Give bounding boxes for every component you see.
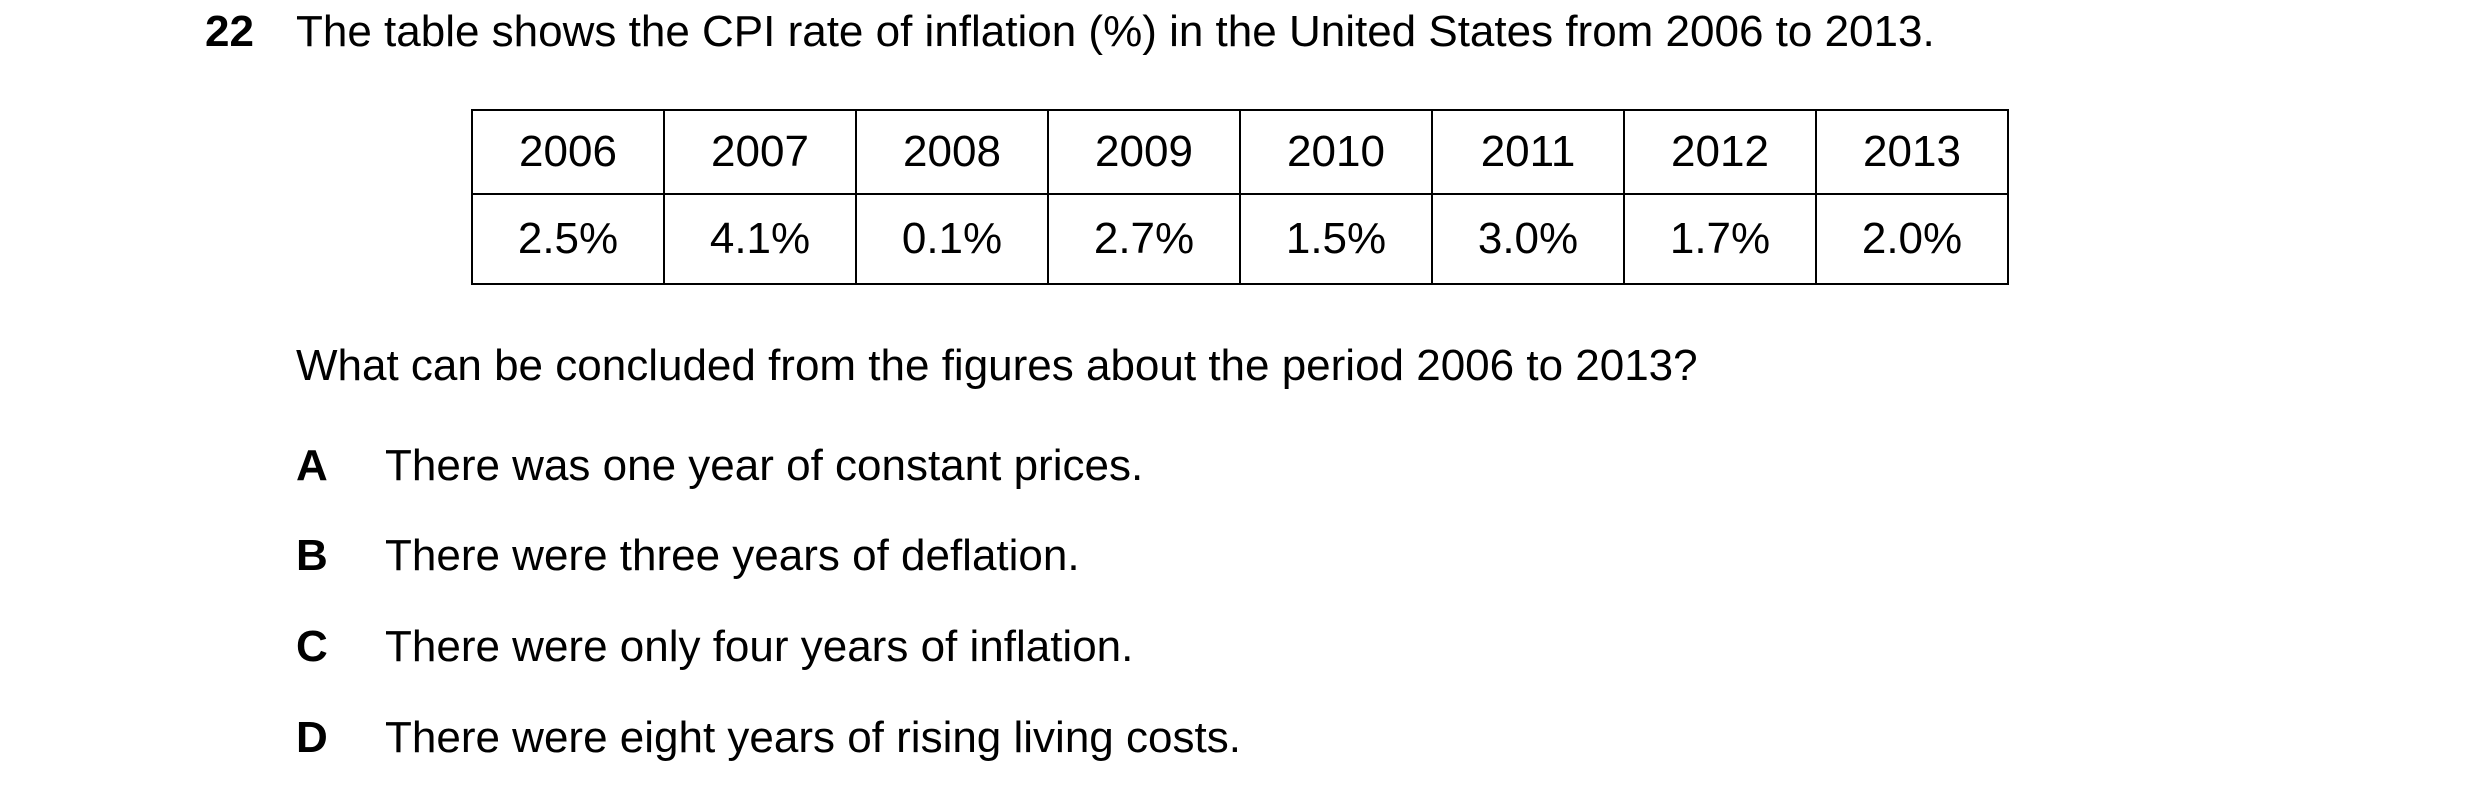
question-stem: The table shows the CPI rate of inflatio… — [296, 7, 1935, 56]
option-letter: B — [296, 531, 328, 580]
option-d[interactable]: D There were eight years of rising living… — [296, 706, 1241, 770]
option-letter: C — [296, 622, 328, 671]
year-cell: 2008 — [855, 109, 1049, 195]
option-text: There were only four years of inflation. — [385, 622, 1134, 671]
year-cell: 2013 — [1815, 109, 2009, 195]
year-cell: 2012 — [1623, 109, 1817, 195]
year-cell: 2007 — [663, 109, 857, 195]
year-cell: 2010 — [1239, 109, 1433, 195]
rate-cell: 2.5% — [471, 193, 665, 285]
rate-row: 2.5% 4.1% 0.1% 2.7% 1.5% 3.0% 1.7% 2.0% — [471, 193, 2009, 285]
cpi-table: 2006 2007 2008 2009 2010 2011 2012 2013 … — [471, 109, 2009, 285]
rate-cell: 1.5% — [1239, 193, 1433, 285]
question-number: 22 — [205, 7, 254, 56]
option-letter: A — [296, 441, 328, 490]
rate-cell: 4.1% — [663, 193, 857, 285]
option-text: There were eight years of rising living … — [385, 713, 1241, 762]
year-row: 2006 2007 2008 2009 2010 2011 2012 2013 — [471, 109, 2009, 195]
option-c[interactable]: C There were only four years of inflation… — [296, 615, 1133, 679]
rate-cell: 1.7% — [1623, 193, 1817, 285]
rate-cell: 2.7% — [1047, 193, 1241, 285]
rate-cell: 0.1% — [855, 193, 1049, 285]
option-a[interactable]: A There was one year of constant prices. — [296, 434, 1143, 498]
year-cell: 2006 — [471, 109, 665, 195]
rate-cell: 2.0% — [1815, 193, 2009, 285]
question-prompt: What can be concluded from the figures a… — [296, 341, 1698, 390]
rate-cell: 3.0% — [1431, 193, 1625, 285]
year-cell: 2011 — [1431, 109, 1625, 195]
year-cell: 2009 — [1047, 109, 1241, 195]
option-text: There was one year of constant prices. — [385, 441, 1144, 490]
option-text: There were three years of deflation. — [385, 531, 1080, 580]
option-letter: D — [296, 713, 328, 762]
option-b[interactable]: B There were three years of deflation. — [296, 524, 1080, 588]
